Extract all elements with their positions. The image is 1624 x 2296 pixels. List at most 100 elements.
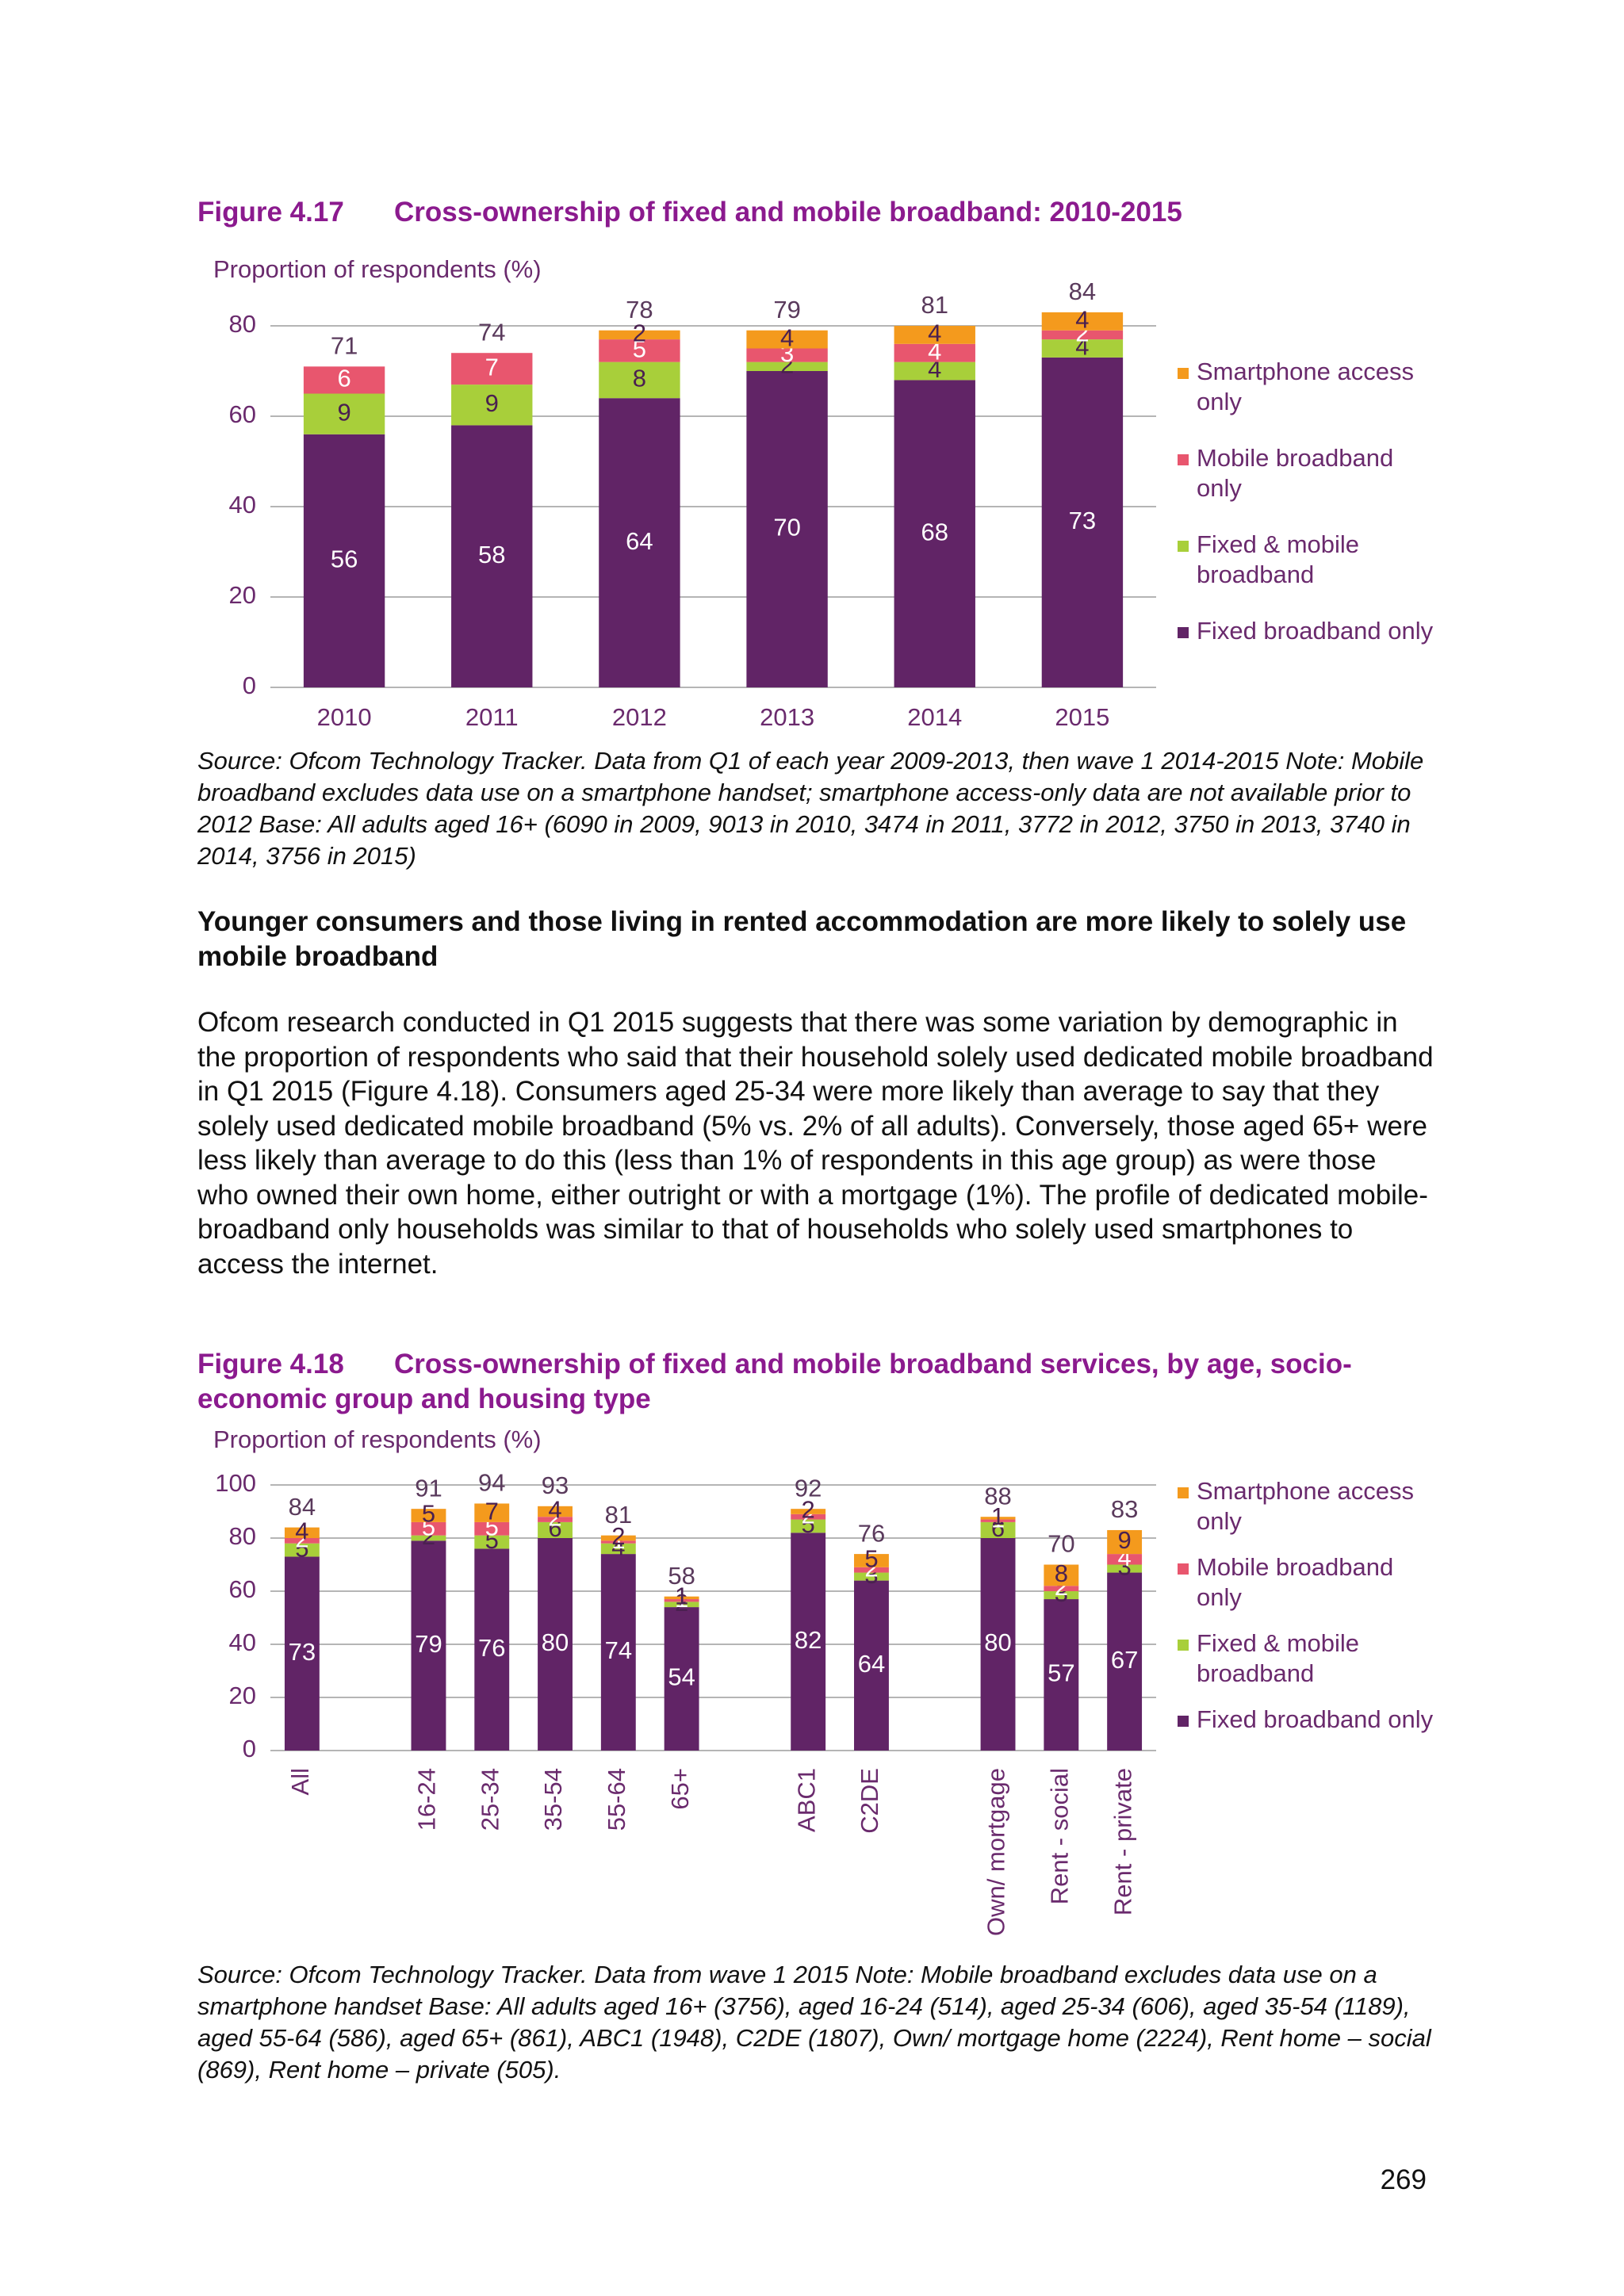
bar-segment [411,1521,446,1536]
bar-segment [538,1506,573,1517]
data-label: 80 [984,1628,1011,1656]
legend-label: Fixed & mobile broadband [1197,1629,1360,1687]
data-label: 2 [802,1496,815,1524]
total-label: 71 [331,331,358,359]
x-tick-label: Rent - private [1109,1768,1136,1915]
data-label: 64 [858,1650,885,1678]
bar-segment [451,385,533,426]
legend-label: Fixed & mobile broadband [1197,530,1360,588]
legend-swatch [1178,454,1189,465]
bar-segment [980,1517,1016,1520]
bar-segment [1107,1554,1143,1565]
bar-segment [538,1521,573,1538]
total-label: 91 [415,1474,442,1502]
bar-segment [1107,1529,1143,1555]
bar-segment [538,1517,573,1522]
x-tick-label: 25-34 [476,1768,504,1831]
bar-segment [1044,1599,1079,1751]
x-tick-label: C2DE [856,1768,883,1834]
bar-segment [600,1543,636,1555]
bar-segment [1044,1564,1079,1586]
bar-segment [599,398,680,687]
data-label: 79 [415,1630,442,1658]
legend-item: Mobile broadband only [1197,444,1394,502]
bar-segment [791,1509,826,1514]
data-label: 5 [864,1545,878,1573]
bar-segment [664,1607,699,1751]
data-label: 2 [675,1589,688,1617]
y-axis-label: Proportion of respondents (%) [213,1425,542,1453]
x-tick-label: 2013 [760,703,814,731]
total-label: 93 [542,1471,569,1499]
data-label: 4 [928,337,941,365]
total-label: 81 [921,291,948,319]
legend-swatch [1178,1487,1189,1498]
bar-segment [599,362,680,399]
x-tick-label: 2012 [612,703,667,731]
chart: Proportion of respondents (%) 0 20 40 60 80 20… [213,255,1433,731]
data-label: 2 [611,1522,625,1550]
title: Cross-ownership of fixed and mobile broa… [197,1349,1352,1414]
x-tick-label: 2014 [907,703,962,731]
page-number: 269 [1380,2164,1427,2195]
data-label: 76 [478,1634,505,1662]
legend-swatch [1178,541,1189,552]
total-label: 92 [795,1474,822,1502]
data-label: 57 [1048,1659,1074,1687]
legend-swatch [1178,368,1189,379]
total-label: 74 [478,318,505,346]
data-label: 6 [337,365,350,392]
bar-segment [791,1519,826,1533]
source-note: Source: Ofcom Technology Tracker. Data f… [197,747,1424,870]
data-label: 70 [773,514,800,541]
x-tick-label: Own/ mortgage [982,1768,1010,1936]
total-label: 70 [1048,1530,1074,1558]
data-label: 64 [626,527,653,555]
x-tick-label: Rent - social [1046,1768,1074,1904]
data-label: 2 [802,1501,815,1529]
bar-segment [599,330,680,340]
total-label: 58 [668,1562,695,1590]
bar-segment [746,371,828,687]
data-label: 7 [485,353,499,381]
bar-segment [600,1535,636,1541]
bar-segment [303,393,385,434]
legend-label: Mobile broadband only [1197,444,1394,502]
total-label: 88 [984,1482,1011,1510]
bar-segment [664,1599,699,1602]
y-tick-label: 40 [229,491,256,519]
data-label: 8 [633,365,646,392]
legend-item: Smartphone access only [1197,1477,1414,1535]
bar-segment [600,1540,636,1544]
data-label: 73 [289,1638,316,1666]
data-label: 4 [548,1496,561,1524]
data-label: 54 [668,1663,695,1691]
bar-segment [854,1567,889,1573]
bar-segment [474,1503,510,1522]
bar-segment [1041,339,1124,358]
bar-segment [791,1513,826,1520]
total-label: 78 [626,296,653,323]
bar-segment [1107,1564,1143,1573]
legend-swatch [1178,1563,1189,1575]
legend-item: Smartphone access only [1197,358,1414,415]
legend-swatch [1178,1716,1189,1727]
x-tick-label: 55-64 [603,1768,630,1831]
bar-segment [1044,1586,1079,1591]
figure-number: Figure 4.18 [197,1349,344,1380]
bar-segment [854,1580,889,1751]
bar-segment [894,343,975,362]
bar-segment [854,1572,889,1581]
bar-segment [1044,1591,1079,1600]
y-tick-label: 40 [229,1628,256,1656]
bar-segment [894,362,975,381]
x-tick-label: 2010 [317,703,372,731]
data-label: 9 [337,398,350,426]
bar-segment [411,1535,446,1541]
y-tick-label: 80 [229,1522,256,1550]
bar-segment [411,1509,446,1522]
data-label: 74 [605,1636,632,1664]
bar-segment [664,1596,699,1600]
data-label: 4 [780,323,794,351]
legend-item: Fixed broadband only [1197,1705,1433,1733]
